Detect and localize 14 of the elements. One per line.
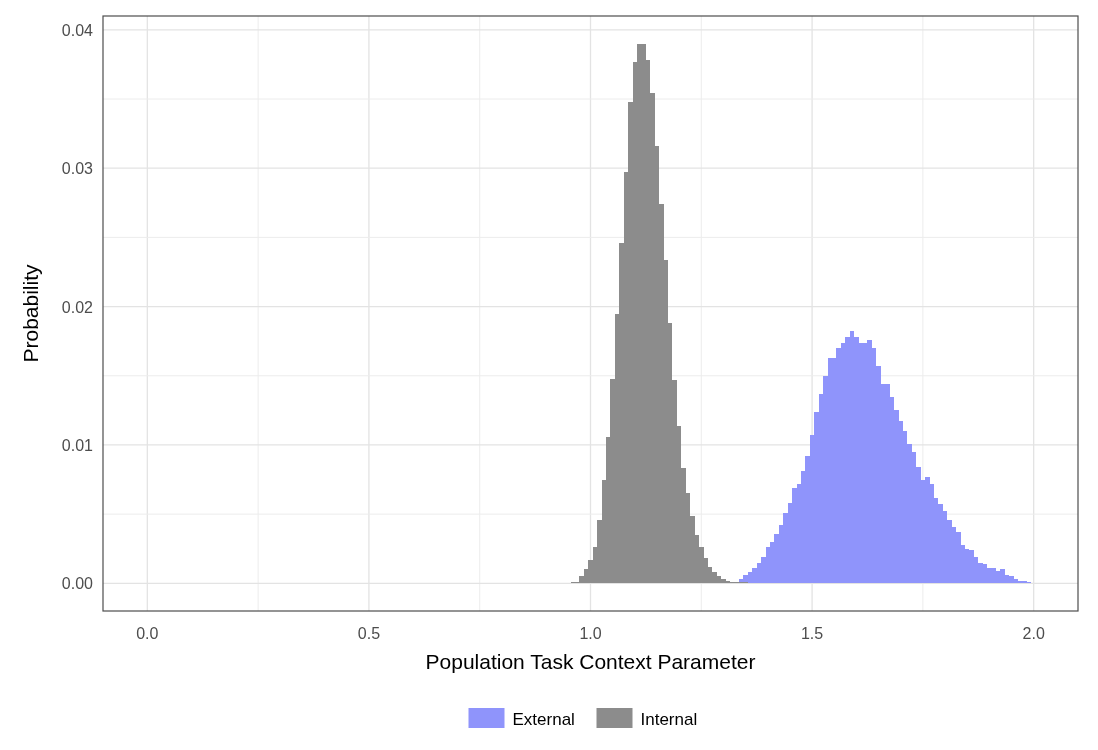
y-tick-label: 0.00 — [61, 575, 94, 593]
y-tick-label: 0.04 — [61, 21, 94, 39]
y-tick-label: 0.02 — [61, 298, 94, 316]
legend-label: Internal — [640, 710, 698, 729]
x-tick-label: 0.0 — [136, 625, 159, 642]
x-tick-label: 1.0 — [579, 625, 602, 642]
y-tick-label: 0.01 — [61, 436, 94, 454]
x-tick-label: 0.5 — [357, 625, 381, 642]
legend-label: External — [512, 710, 575, 729]
x-axis-title: Population Task Context Parameter — [425, 650, 756, 673]
y-axis-title: Probability — [19, 263, 42, 363]
x-tick-label: 2.0 — [1022, 625, 1045, 642]
x-tick-label: 1.5 — [800, 625, 824, 642]
y-tick-label: 0.03 — [61, 160, 94, 178]
